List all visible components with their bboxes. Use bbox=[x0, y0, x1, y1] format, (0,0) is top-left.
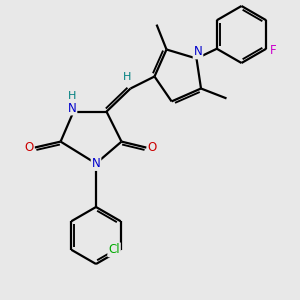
Text: O: O bbox=[148, 141, 157, 154]
Text: F: F bbox=[269, 44, 276, 57]
Text: H: H bbox=[123, 72, 131, 82]
Text: H: H bbox=[68, 91, 76, 101]
Text: N: N bbox=[92, 157, 100, 170]
Text: N: N bbox=[68, 101, 76, 115]
Text: Cl: Cl bbox=[108, 243, 120, 256]
Text: N: N bbox=[194, 45, 202, 58]
Text: O: O bbox=[25, 141, 34, 154]
